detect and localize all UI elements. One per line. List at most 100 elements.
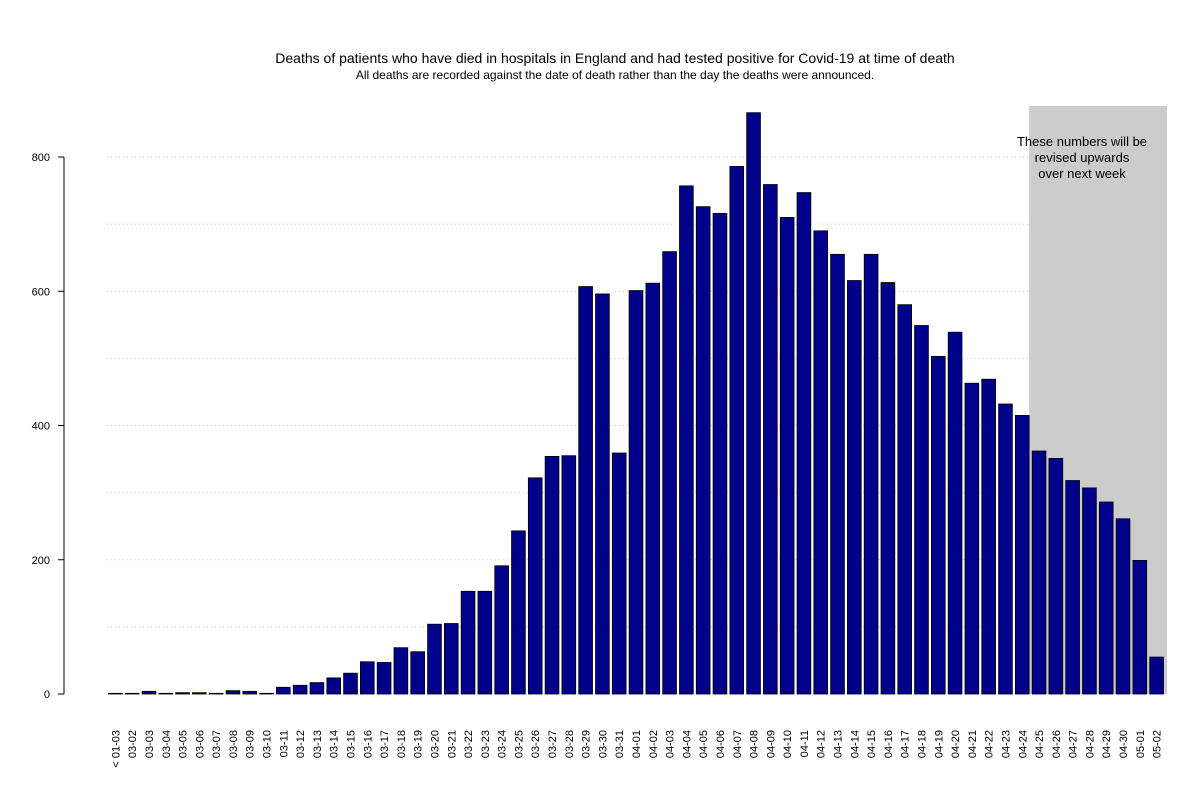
bar-04-07 [729, 165, 745, 695]
bar-04-01 [628, 290, 644, 695]
bar-04-27 [1065, 480, 1080, 695]
bar-04-17 [897, 304, 912, 695]
bar-03-18 [393, 647, 409, 695]
bar-04-02 [645, 282, 661, 695]
bar-04-30 [1115, 518, 1131, 695]
x-tick-label: 03-10 [262, 730, 274, 758]
bar-04-15 [863, 253, 879, 695]
y-tick-label: 400 [32, 421, 50, 433]
bar-03-03 [141, 690, 157, 695]
x-tick-label: 03-02 [127, 730, 139, 758]
bars [108, 112, 1164, 695]
x-tick-label: 04-04 [681, 730, 693, 758]
bar-04-29 [1098, 501, 1114, 695]
x-tick-label: 03-07 [211, 730, 223, 758]
bar-03-13 [309, 682, 325, 695]
bar-04-24 [1014, 415, 1030, 695]
bar-04-09 [763, 184, 778, 695]
bar-05-02 [1149, 656, 1164, 695]
x-tick-label: 04-02 [648, 730, 660, 758]
bar-03-08 [225, 690, 241, 695]
x-tick-label: 03-27 [547, 730, 559, 758]
bar-03-31 [611, 452, 627, 695]
x-tick-label: 03-21 [446, 730, 458, 758]
bar-03-26 [527, 477, 543, 695]
x-tick-label: 04-06 [715, 730, 727, 758]
bar-04-28 [1082, 487, 1097, 695]
x-tick-label: 03-16 [362, 730, 374, 758]
x-tick-label: 04-18 [916, 730, 928, 758]
bar-03-06 [192, 692, 207, 695]
bar-04-12 [813, 230, 829, 695]
bar-04-25 [1031, 450, 1047, 695]
bar-04-23 [998, 403, 1013, 695]
x-tick-label: 04-13 [833, 730, 845, 758]
bar-03-30 [595, 293, 610, 695]
x-tick-label: 03-29 [581, 730, 593, 758]
y-tick-label: 0 [44, 689, 50, 701]
bar-04-06 [712, 212, 728, 695]
bar-04-21 [964, 382, 980, 695]
bar-04-20 [947, 331, 963, 695]
x-tick-label: 04-10 [782, 730, 794, 758]
bar-03-22 [460, 590, 476, 695]
x-tick-label: 04-24 [1017, 730, 1029, 758]
x-tick-label: 04-28 [1084, 730, 1096, 758]
x-tick-label: 03-23 [480, 730, 492, 758]
bar-03-20 [427, 623, 442, 695]
x-tick-label: 03-11 [278, 730, 290, 757]
x-tick-label: 04-15 [866, 730, 878, 758]
chart-subtitle: All deaths are recorded against the date… [356, 68, 874, 82]
bar-03-05 [175, 692, 190, 695]
x-tick-label: 04-14 [849, 730, 861, 758]
bar-03-16 [360, 661, 375, 695]
x-axis-labels: < 01-03 03-02 03-03 03-04 03-05 03-06 03-07 03-… [110, 730, 1163, 768]
x-tick-label: 03-18 [396, 730, 408, 758]
x-tick-label: 04-23 [1000, 730, 1012, 758]
bar-04-08 [746, 112, 761, 695]
x-tick-label: 03-12 [295, 730, 307, 758]
bar-03-21 [443, 623, 459, 695]
bar-03-17 [376, 662, 392, 695]
x-tick-label: 04-11 [799, 730, 811, 757]
bar-03-23 [477, 590, 493, 695]
bar-04-10 [779, 217, 795, 695]
x-tick-label: < 01-03 [110, 730, 122, 768]
y-tick-label: 200 [32, 555, 50, 567]
x-tick-label: 03-22 [463, 730, 475, 758]
bar-04-14 [847, 280, 862, 695]
revision-annotation-line: revised upwards [1035, 150, 1130, 165]
bar-04-03 [662, 251, 677, 695]
x-tick-label: 04-27 [1068, 730, 1080, 758]
bar-04-26 [1048, 457, 1064, 695]
x-tick-label: 05-01 [1135, 730, 1147, 758]
x-tick-label: 05-02 [1152, 730, 1164, 758]
x-tick-label: 04-20 [950, 730, 962, 758]
x-tick-label: 04-16 [883, 730, 895, 758]
bar-03-02 [124, 692, 140, 695]
x-tick-label: 03-30 [597, 730, 609, 758]
y-axis: 0 200 400 600 800 [32, 152, 65, 701]
x-tick-label: 03-04 [161, 730, 173, 758]
bar-03-12 [292, 684, 308, 695]
x-tick-label: 04-22 [984, 730, 996, 758]
bar-04-22 [981, 378, 996, 695]
bar-03-19 [410, 651, 425, 695]
chart-title: Deaths of patients who have died in hosp… [275, 50, 954, 66]
bar-< 01-03 [108, 692, 123, 695]
x-tick-label: 03-09 [245, 730, 257, 758]
x-tick-label: 04-30 [1118, 730, 1130, 758]
x-tick-label: 04-25 [1034, 730, 1046, 758]
bar-04-18 [914, 325, 929, 695]
x-tick-label: 03-19 [413, 730, 425, 758]
bar-03-15 [343, 672, 358, 695]
x-tick-label: 03-31 [614, 730, 626, 758]
x-tick-label: 03-06 [194, 730, 206, 758]
x-tick-label: 04-01 [631, 730, 643, 758]
bar-03-09 [242, 690, 258, 695]
bar-03-24 [494, 565, 509, 695]
bar-03-10 [259, 692, 274, 695]
